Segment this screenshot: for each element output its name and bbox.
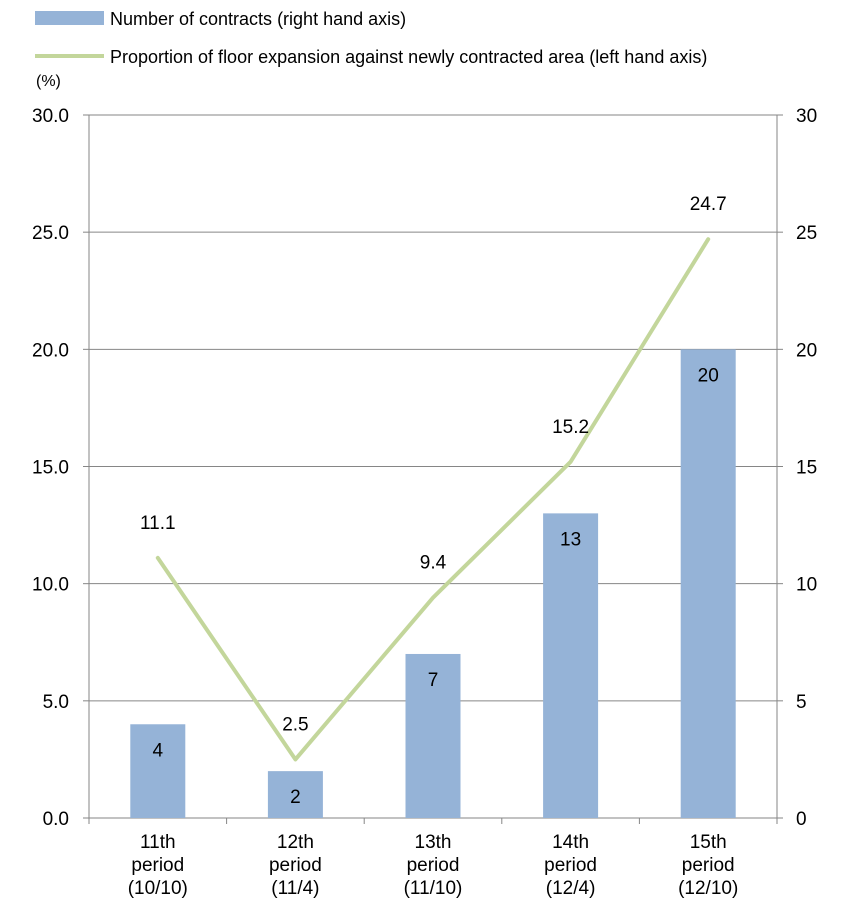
y-right-tick-label: 20 — [796, 340, 817, 361]
y-left-tick-label: 15.0 — [32, 458, 69, 479]
bar — [130, 724, 186, 818]
bar-data-label: 13 — [560, 529, 581, 550]
bar — [680, 349, 736, 818]
category-label: period — [682, 855, 735, 876]
line-data-label: 2.5 — [282, 714, 308, 735]
y-left-tick-label: 25.0 — [32, 223, 69, 244]
y-right-tick-label: 15 — [796, 458, 817, 479]
y-left-tick-label: 0.0 — [43, 809, 69, 830]
y-left-tick-label: 20.0 — [32, 340, 69, 361]
category-label: (12/10) — [678, 878, 738, 899]
bar — [405, 653, 461, 818]
bar-data-label: 20 — [698, 365, 719, 386]
category-label: (11/4) — [271, 878, 319, 899]
line-data-label: 24.7 — [690, 194, 727, 215]
legend-label-line: Proportion of floor expansion against ne… — [110, 47, 707, 67]
category-label: 15th — [690, 832, 727, 853]
y-right-tick-label: 0 — [796, 809, 807, 830]
category-label: period — [269, 855, 322, 876]
category-label: period — [544, 855, 597, 876]
line-data-label: 11.1 — [140, 513, 176, 534]
y-right-tick-label: 5 — [796, 692, 807, 713]
y-left-tick-label: 10.0 — [32, 575, 69, 596]
y-right-tick-label: 10 — [796, 575, 817, 596]
legend-label-bar: Number of contracts (right hand axis) — [110, 9, 406, 29]
legend-swatch-bar — [35, 11, 104, 25]
y-left-unit-label: (%) — [36, 73, 61, 90]
bar-data-label: 7 — [428, 670, 439, 691]
bar-data-label: 4 — [153, 740, 164, 761]
category-label: (11/10) — [404, 878, 463, 899]
bar — [267, 771, 323, 818]
bar-data-label: 2 — [290, 787, 301, 808]
line-series — [155, 237, 711, 762]
category-label: (10/10) — [128, 878, 188, 899]
category-label: 12th — [277, 832, 314, 853]
category-label: 13th — [415, 832, 452, 853]
bar — [543, 513, 599, 818]
line-data-label: 9.4 — [420, 553, 447, 574]
category-label: 14th — [552, 832, 589, 853]
category-label: period — [131, 855, 184, 876]
y-right-tick-label: 25 — [796, 223, 817, 244]
category-label: 11th — [140, 832, 176, 853]
y-right-tick-label: 30 — [796, 106, 817, 127]
category-label: (12/4) — [546, 878, 596, 899]
category-label: period — [407, 855, 460, 876]
y-left-tick-label: 30.0 — [32, 106, 69, 127]
line-data-label: 15.2 — [552, 417, 589, 438]
y-left-tick-label: 5.0 — [43, 692, 69, 713]
